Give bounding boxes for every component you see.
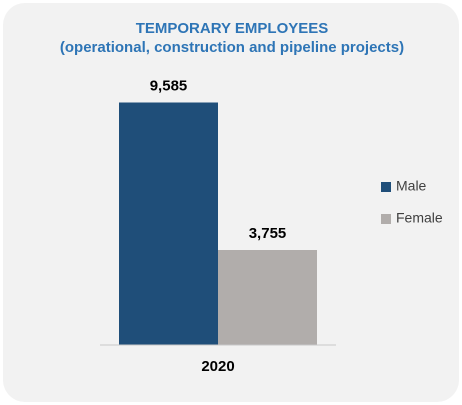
- legend-label: Male: [396, 178, 427, 194]
- bar: [218, 249, 317, 345]
- bar: [119, 102, 218, 345]
- legend-label: Female: [396, 210, 443, 226]
- legend-swatch: [381, 182, 391, 192]
- legend-swatch: [381, 214, 391, 224]
- value-label: 3,755: [249, 225, 287, 242]
- x-tick-label: 2020: [201, 358, 234, 375]
- chart-subtitle: (operational, construction and pipeline …: [60, 39, 404, 56]
- chart-title: TEMPORARY EMPLOYEES: [136, 20, 329, 37]
- card-background: [3, 3, 459, 402]
- value-label: 9,585: [150, 77, 188, 94]
